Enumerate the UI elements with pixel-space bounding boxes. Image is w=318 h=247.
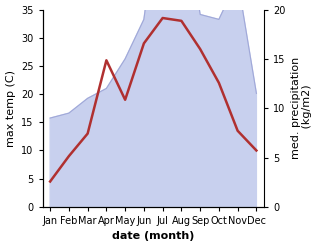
Y-axis label: max temp (C): max temp (C) bbox=[5, 70, 16, 147]
Y-axis label: med. precipitation
 (kg/m2): med. precipitation (kg/m2) bbox=[291, 57, 313, 159]
X-axis label: date (month): date (month) bbox=[112, 231, 194, 242]
